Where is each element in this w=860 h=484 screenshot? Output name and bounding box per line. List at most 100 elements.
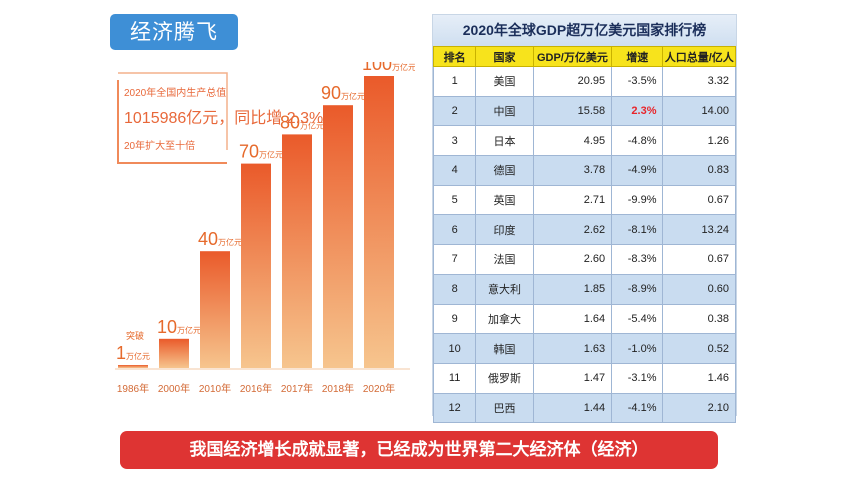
cell-gdp: 2.62 [532, 214, 613, 246]
bar-1986年 [118, 365, 148, 368]
summary-banner: 我国经济增长成就显著，已经成为世界第二大经济体（经济） [120, 431, 718, 469]
cell-growth: -8.3% [611, 244, 664, 275]
cell-rank: 2 [432, 95, 477, 127]
cell-gdp: 2.60 [532, 244, 613, 275]
cell-rank: 5 [432, 184, 477, 216]
cell-population: 1.26 [662, 125, 736, 157]
bar-2016年 [241, 163, 271, 368]
cell-country: 印度 [475, 214, 534, 246]
x-tick-label: 2017年 [281, 382, 313, 395]
info-gdp-label: 2020年全国内生产总值 [124, 88, 227, 99]
cell-gdp: 2.71 [532, 184, 613, 216]
cell-gdp: 1.64 [532, 303, 613, 335]
cell-country: 中国 [475, 95, 534, 127]
cell-rank: 3 [432, 125, 477, 157]
cell-growth: -4.8% [611, 125, 664, 157]
cell-population: 1.46 [662, 362, 736, 394]
bar-2017年 [282, 134, 312, 368]
cell-rank: 10 [432, 333, 477, 364]
cell-country: 加拿大 [475, 303, 534, 335]
bar-annotation: 突破 [126, 330, 144, 341]
table-title: 2020年全球GDP超万亿美元国家排行榜 [433, 15, 736, 46]
cell-population: 2.10 [662, 392, 736, 424]
bar-value-label: 1万亿元 [116, 343, 150, 363]
cell-rank: 1 [432, 66, 477, 97]
bar-value-label: 100万亿元 [362, 62, 415, 74]
x-tick-label: 2016年 [240, 382, 272, 395]
bar-value-label: 40万亿元 [198, 229, 242, 249]
cell-growth: -8.9% [611, 273, 664, 305]
bar-value-label: 80万亿元 [280, 112, 324, 132]
cell-population: 0.52 [662, 333, 736, 364]
info-box-frame [117, 72, 228, 164]
cell-country: 俄罗斯 [475, 362, 534, 394]
info-growth-note: 20年扩大至十倍 [124, 141, 196, 152]
cell-gdp: 1.63 [532, 333, 613, 364]
cell-growth: -3.5% [611, 66, 664, 97]
cell-growth: -3.1% [611, 362, 664, 394]
bar-value-label: 90万亿元 [321, 83, 365, 103]
cell-population: 0.60 [662, 273, 736, 305]
cell-population: 3.32 [662, 66, 736, 97]
table-row: 6 印度 2.62 -8.1% 13.24 [432, 214, 736, 246]
cell-gdp: 3.78 [532, 155, 613, 186]
cell-country: 意大利 [475, 273, 534, 305]
cell-population: 13.24 [662, 214, 736, 246]
table-row: 10 韩国 1.63 -1.0% 0.52 [432, 333, 736, 364]
cell-growth: -1.0% [611, 333, 664, 364]
cell-growth: -8.1% [611, 214, 664, 246]
table-row: 3 日本 4.95 -4.8% 1.26 [432, 125, 736, 157]
cell-rank: 8 [432, 273, 477, 305]
bar-value-label: 10万亿元 [157, 317, 201, 337]
cell-population: 0.67 [662, 244, 736, 275]
x-tick-label: 2010年 [199, 382, 231, 395]
cell-gdp: 20.95 [532, 66, 613, 97]
cell-gdp: 15.58 [532, 95, 613, 127]
cell-rank: 4 [432, 155, 477, 186]
x-tick-label: 2020年 [363, 382, 395, 395]
cell-growth: -5.4% [611, 303, 664, 335]
info-gdp-value: 1015986亿元，同比增 2.3% [124, 110, 324, 127]
cell-gdp: 4.95 [532, 125, 613, 157]
table-row: 9 加拿大 1.64 -5.4% 0.38 [432, 303, 736, 335]
cell-rank: 7 [432, 244, 477, 275]
bar-value-label: 70万亿元 [239, 142, 283, 162]
x-tick-label: 2000年 [158, 382, 190, 395]
table-row: 7 法国 2.60 -8.3% 0.67 [432, 244, 736, 275]
cell-gdp: 1.85 [532, 273, 613, 305]
table-row: 8 意大利 1.85 -8.9% 0.60 [432, 273, 736, 305]
cell-growth: 2.3% [611, 95, 664, 127]
cell-country: 日本 [475, 125, 534, 157]
cell-country: 法国 [475, 244, 534, 275]
cell-country: 韩国 [475, 333, 534, 364]
gdp-ranking-table-panel: 2020年全球GDP超万亿美元国家排行榜 排名 国家 GDP/万亿美元 增速 人… [432, 14, 737, 424]
header-gdp: GDP/万亿美元 [532, 46, 613, 67]
cell-country: 巴西 [475, 392, 534, 424]
bar-2018年 [323, 105, 353, 368]
header-country: 国家 [475, 46, 534, 67]
table-row: 5 英国 2.71 -9.9% 0.67 [432, 184, 736, 216]
cell-population: 0.83 [662, 155, 736, 186]
section-title-tag: 经济腾飞 [110, 14, 238, 50]
cell-rank: 6 [432, 214, 477, 246]
header-rank: 排名 [432, 46, 477, 67]
cell-country: 英国 [475, 184, 534, 216]
header-population: 人口总量/亿人 [662, 46, 736, 67]
bar-2020年 [364, 76, 394, 368]
bar-2010年 [200, 251, 230, 368]
table-row: 1 美国 20.95 -3.5% 3.32 [432, 66, 736, 97]
table-row: 12 巴西 1.44 -4.1% 2.10 [432, 392, 736, 424]
cell-gdp: 1.44 [532, 392, 613, 424]
cell-rank: 12 [432, 392, 477, 424]
cell-gdp: 1.47 [532, 362, 613, 394]
table-row: 4 德国 3.78 -4.9% 0.83 [432, 155, 736, 186]
x-tick-label: 2018年 [322, 382, 354, 395]
cell-growth: -4.1% [611, 392, 664, 424]
cell-country: 美国 [475, 66, 534, 97]
cell-country: 德国 [475, 155, 534, 186]
table-row: 11 俄罗斯 1.47 -3.1% 1.46 [432, 362, 736, 394]
bar-2000年 [159, 338, 189, 368]
cell-rank: 11 [432, 362, 477, 394]
x-tick-label: 1986年 [117, 382, 149, 395]
cell-population: 0.67 [662, 184, 736, 216]
